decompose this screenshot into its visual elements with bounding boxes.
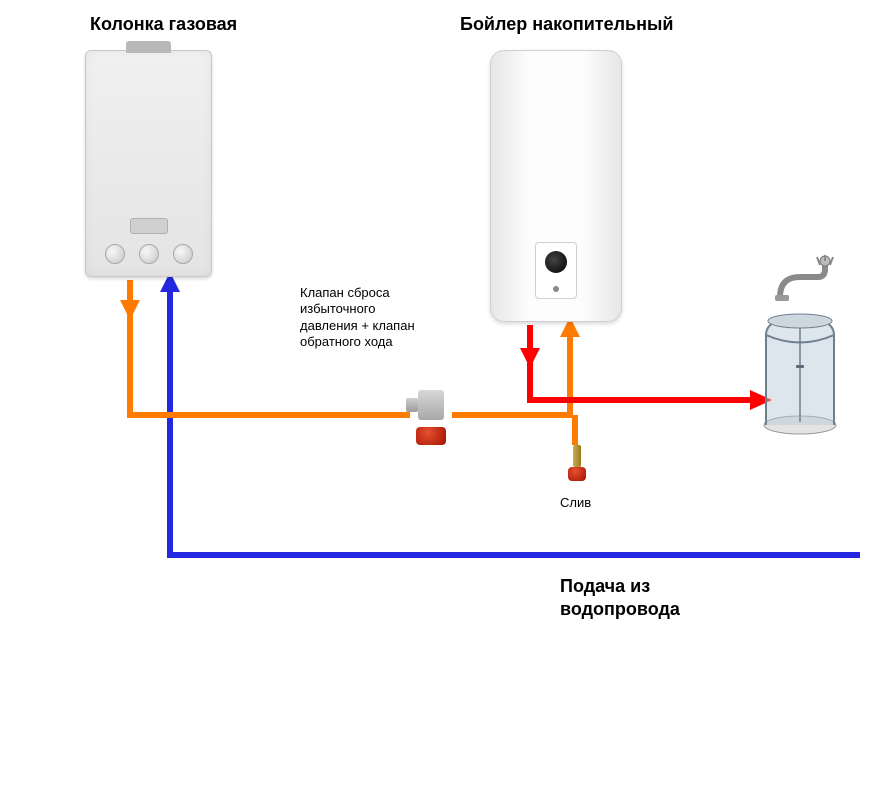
arrow-warm-gas-out — [120, 300, 140, 320]
arrow-hot-boiler-out — [520, 348, 540, 368]
faucet-icon — [770, 255, 840, 305]
supply-label: Подача из водопровода — [560, 575, 680, 622]
drain-valve-stem-icon — [573, 445, 581, 467]
pressure-relief-check-valve — [410, 390, 452, 445]
gas-heater-knob-icon — [173, 244, 193, 264]
gas-heater-flue-icon — [126, 41, 171, 53]
shower-cabin — [760, 310, 840, 435]
drain-label: Слив — [560, 495, 591, 510]
drain-valve — [565, 445, 589, 485]
boiler-label: Бойлер накопительный — [460, 14, 673, 35]
gas-heater-knob-icon — [105, 244, 125, 264]
gas-heater-knob-icon — [139, 244, 159, 264]
gas-heater-label: Колонка газовая — [90, 14, 237, 35]
gas-heater-controls — [86, 244, 211, 264]
pipe-warm-valve-to-boiler — [452, 325, 570, 415]
faucet — [770, 255, 840, 305]
valve-body-icon — [418, 390, 444, 420]
drain-valve-handle-icon — [568, 467, 586, 481]
pipe-hot-boiler-to-consumer — [530, 325, 760, 400]
boiler-control-panel — [535, 242, 577, 299]
valve-handle-icon — [416, 427, 446, 445]
valve-label: Клапан сброса избыточного давления + кла… — [300, 285, 415, 350]
boiler-dial-icon — [545, 251, 567, 273]
boiler-indicator-icon — [553, 286, 559, 292]
gas-water-heater — [85, 50, 212, 277]
valve-outlet-icon — [406, 398, 418, 412]
shower-cabin-icon — [760, 310, 840, 435]
gas-heater-display-icon — [130, 218, 168, 234]
storage-boiler — [490, 50, 622, 322]
